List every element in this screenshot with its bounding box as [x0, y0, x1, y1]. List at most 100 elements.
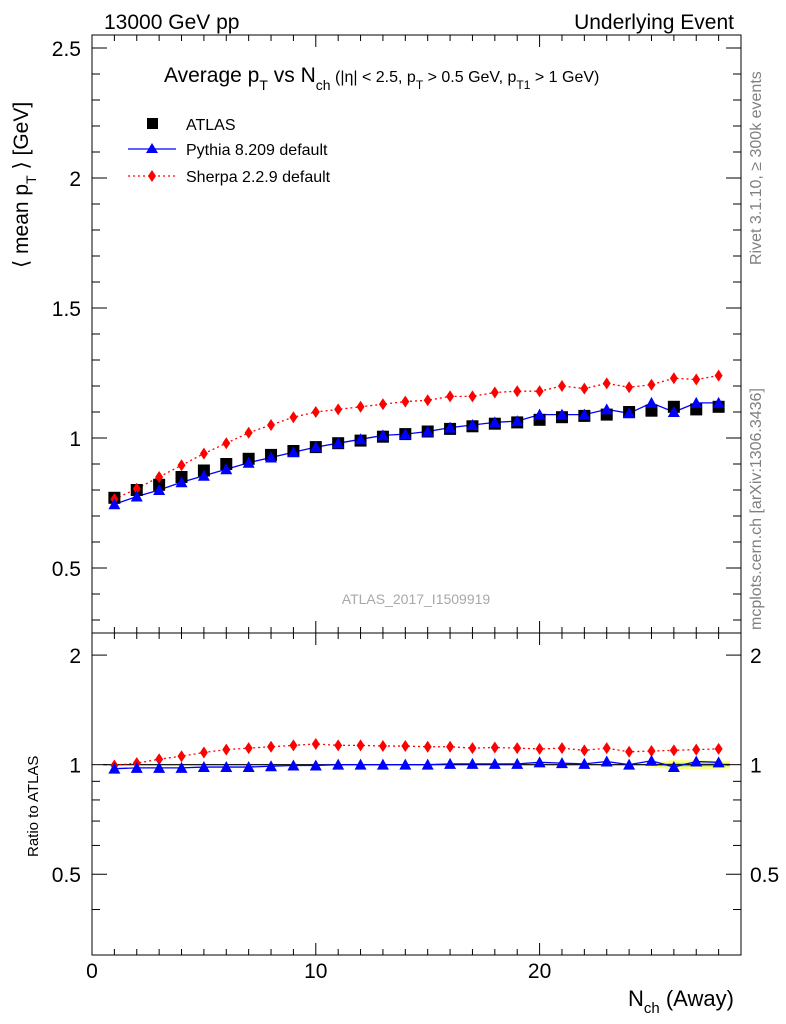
sherpa-point: [580, 382, 589, 395]
legend-entry-atlas: ATLAS: [147, 117, 236, 134]
ratio-sherpa-point: [423, 740, 432, 753]
pythia-point: [667, 406, 680, 417]
ratio-pythia-point: [712, 756, 725, 768]
ratio-sherpa-point: [401, 740, 410, 753]
ratio-pythia-point: [309, 759, 322, 771]
ratio-sherpa-point: [289, 739, 298, 752]
ratio-pythia-point: [421, 758, 434, 770]
ratio-axis-label: Ratio to ATLAS: [25, 756, 42, 857]
x-tick-label: 10: [304, 960, 327, 983]
sherpa-point: [490, 386, 499, 399]
plot-layer: 0 10 20 0.5 1 1.5 2 2.5 0.5 0.5 1 1 2 2: [52, 34, 779, 983]
sherpa-point: [557, 380, 566, 392]
ratio-pythia-point: [533, 756, 546, 768]
ratio-pythia-point: [488, 757, 501, 769]
pythia-point: [488, 416, 501, 428]
ratio-sherpa-point: [625, 745, 634, 758]
main-y-tick-label: 2: [69, 168, 81, 191]
ratio-pythia-point: [197, 761, 210, 773]
pythia-point: [511, 415, 524, 427]
pythia-point: [309, 441, 322, 453]
ratio-y-tick-label-right: 2: [750, 645, 762, 668]
ratio-pythia-point: [511, 757, 524, 769]
main-y-tick-label: 1.5: [52, 298, 81, 321]
legend-marker-atlas: [147, 118, 158, 129]
analysis-watermark: ATLAS_2017_I1509919: [342, 591, 491, 607]
ratio-sherpa-point: [513, 742, 522, 755]
plot-title: Average pT vs Nch (|η| < 2.5, pT > 0.5 G…: [164, 64, 599, 93]
ratio-sherpa-point: [244, 742, 253, 755]
legend-entry-pythia: Pythia 8.209 default: [128, 142, 328, 159]
pythia-point: [600, 403, 613, 415]
legend-entry-sherpa: Sherpa 2.2.9 default: [128, 169, 331, 186]
main-y-tick-label: 0.5: [52, 558, 81, 581]
ratio-sherpa-point: [155, 753, 164, 766]
ratio-pythia-point: [220, 761, 233, 773]
header-left: 13000 GeV pp: [104, 11, 239, 34]
ratio-pythia-point: [399, 758, 412, 770]
ratio-sherpa-point: [692, 743, 701, 756]
sherpa-point: [222, 437, 231, 450]
pythia-point: [108, 498, 121, 510]
pythia-point: [690, 396, 703, 408]
pythia-point: [265, 451, 278, 463]
ratio-y-tick-label-right: 0.5: [750, 864, 779, 887]
ratio-pythia-point: [623, 758, 636, 770]
ratio-frame: [91, 632, 742, 956]
sherpa-point: [401, 395, 410, 408]
mcplots-label: mcplots.cern.ch [arXiv:1306.3436]: [748, 388, 765, 630]
ratio-sherpa-point: [311, 737, 320, 750]
ratio-pythia-point: [175, 761, 188, 773]
y-axis-label: ⟨ mean pT ⟩ [GeV]: [10, 102, 39, 268]
sherpa-point: [647, 378, 656, 391]
pythia-point: [354, 433, 367, 445]
pythia-point: [533, 408, 546, 420]
ratio-pythia-point: [578, 757, 591, 769]
pythia-point: [466, 419, 479, 430]
sherpa-point: [423, 394, 432, 407]
ratio-sherpa-point: [602, 742, 611, 755]
pythia-point: [376, 429, 389, 441]
ratio-pythia-point: [130, 761, 143, 773]
ratio-sherpa-point: [468, 742, 477, 755]
ratio-y-tick-label-right: 1: [750, 755, 762, 778]
main-y-tick-label: 1: [69, 428, 81, 451]
ratio-sherpa-point: [378, 740, 387, 753]
ratio-sherpa-point: [580, 744, 589, 757]
ratio-pythia-point: [376, 758, 389, 770]
sherpa-point: [199, 447, 208, 460]
x-tick-label: 20: [528, 960, 551, 983]
pythia-point: [332, 437, 345, 449]
ratio-sherpa-point: [535, 742, 544, 755]
ratio-y-tick-label: 2: [69, 645, 81, 668]
sherpa-line: [114, 374, 719, 500]
pythia-point: [444, 421, 457, 433]
x-tick-label: 0: [86, 960, 98, 983]
sherpa-point: [132, 482, 141, 495]
ratio-pythia-point: [354, 758, 367, 770]
ratio-sherpa-point: [267, 740, 276, 753]
sherpa-point: [155, 471, 164, 483]
legend-label-pythia: Pythia 8.209 default: [186, 142, 328, 159]
ratio-sherpa-point: [557, 742, 566, 755]
pythia-point: [645, 396, 658, 408]
pythia-point: [220, 463, 233, 475]
sherpa-point: [267, 419, 276, 431]
pythia-point: [712, 396, 725, 408]
sherpa-point: [714, 369, 723, 382]
ratio-sherpa-point: [714, 742, 723, 755]
ratio-sherpa-point: [177, 750, 186, 763]
sherpa-point: [334, 403, 343, 416]
ratio-pythia-point: [153, 761, 166, 773]
sherpa-point: [446, 390, 455, 403]
pythia-point: [399, 428, 412, 440]
sherpa-point: [625, 381, 634, 394]
pythia-point: [197, 469, 210, 481]
legend-marker-pythia: [146, 143, 158, 153]
sherpa-point: [468, 390, 477, 403]
ratio-pythia-point: [265, 760, 278, 772]
sherpa-point: [356, 400, 365, 413]
sherpa-point: [289, 411, 298, 424]
ratio-sherpa-point: [446, 740, 455, 753]
legend-marker-sherpa: [148, 170, 156, 182]
